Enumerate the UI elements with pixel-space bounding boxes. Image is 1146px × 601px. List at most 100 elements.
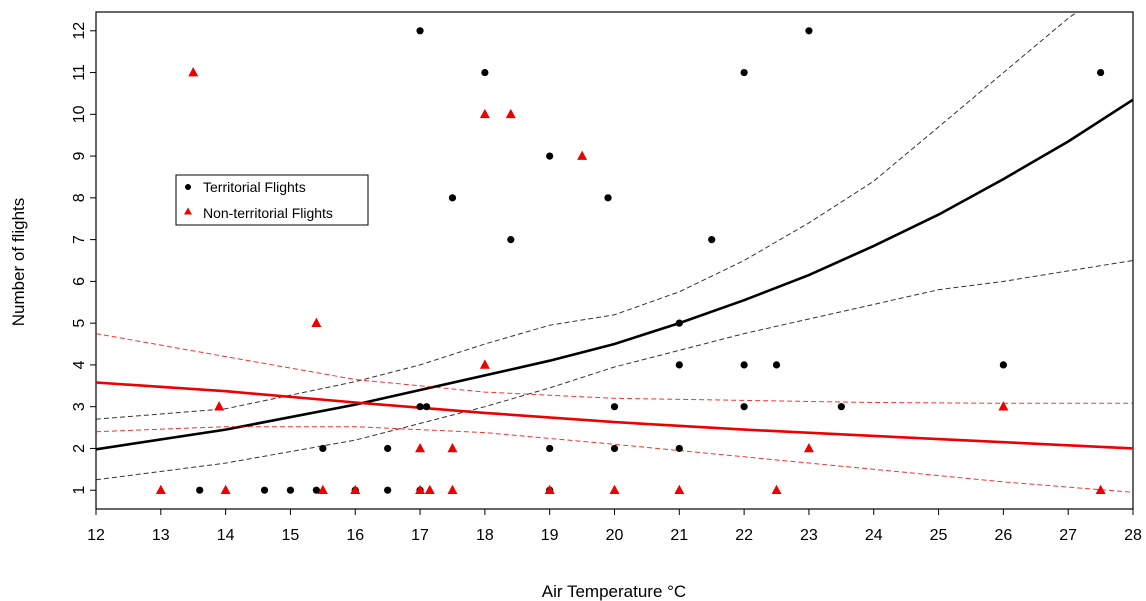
data-point-territorial (312, 486, 320, 494)
x-tick-label: 13 (152, 527, 170, 544)
legend-label-territorial: Territorial Flights (203, 179, 306, 195)
data-point-territorial (610, 444, 619, 453)
legend: Territorial Flights Non-territorial Flig… (175, 174, 369, 226)
data-point-territorial (1096, 68, 1105, 77)
x-tick-label: 23 (800, 527, 818, 544)
data-point-territorial (448, 194, 457, 202)
y-tick-label: 2 (71, 444, 88, 453)
data-point-territorial (507, 236, 515, 244)
x-tick-label: 19 (541, 527, 559, 544)
data-point-nonterritorial (1095, 484, 1106, 495)
legend-marker-territorial (185, 184, 191, 190)
x-tick-label: 21 (670, 527, 688, 544)
y-tick-label: 9 (71, 152, 88, 161)
data-point-nonterritorial (415, 484, 426, 495)
data-point-nonterritorial (609, 484, 620, 495)
x-tick-label: 28 (1124, 527, 1142, 544)
y-tick-label: 7 (71, 235, 88, 244)
y-tick-label: 11 (71, 64, 88, 81)
data-point-territorial (196, 486, 204, 494)
data-point-nonterritorial (544, 484, 555, 495)
data-point-nonterritorial (447, 442, 458, 453)
y-tick-label: 1 (71, 486, 88, 495)
y-tick-label: 6 (71, 277, 88, 286)
data-point-nonterritorial (577, 150, 588, 160)
x-tick-label: 20 (606, 527, 624, 544)
x-tick-label: 24 (865, 527, 883, 544)
ci-lower-line (96, 426, 1133, 493)
data-point-nonterritorial (479, 359, 490, 369)
y-tick-label: 4 (71, 360, 88, 369)
ci-upper-line (96, 333, 1133, 404)
data-point-territorial (260, 486, 269, 494)
data-point-territorial (772, 361, 781, 369)
data-point-territorial (384, 444, 392, 453)
x-tick-label: 16 (346, 527, 364, 544)
data-point-nonterritorial (415, 442, 426, 453)
x-tick-label: 27 (1059, 527, 1077, 544)
y-axis-title: Number of flights (9, 198, 28, 327)
data-point-nonterritorial (424, 484, 435, 495)
x-tick-label: 18 (476, 527, 494, 544)
data-point-territorial (610, 403, 619, 411)
ci-lower-line (96, 260, 1133, 481)
y-tick-label: 8 (71, 193, 88, 202)
data-point-territorial (546, 152, 554, 160)
data-point-territorial (740, 68, 748, 77)
data-point-territorial (999, 361, 1007, 369)
data-point-territorial (546, 444, 554, 453)
data-point-territorial (708, 236, 716, 244)
y-tick-label: 3 (71, 402, 88, 411)
data-point-nonterritorial (220, 484, 231, 495)
data-point-nonterritorial (317, 484, 328, 495)
y-tick-label: 12 (71, 22, 88, 40)
data-point-territorial (286, 486, 295, 494)
ci-upper-line (96, 12, 1078, 420)
data-point-territorial (675, 361, 683, 369)
data-point-nonterritorial (214, 401, 225, 411)
data-point-territorial (837, 403, 845, 411)
data-point-territorial (384, 486, 392, 494)
data-point-nonterritorial (505, 108, 516, 119)
legend-marker-nonterritorial (184, 207, 192, 215)
data-points (155, 27, 1106, 495)
data-point-territorial (805, 27, 813, 35)
x-tick-label: 22 (735, 527, 753, 544)
x-tick-label: 12 (87, 527, 105, 544)
plot-frame (95, 11, 1134, 510)
data-point-nonterritorial (771, 484, 782, 495)
data-point-nonterritorial (311, 317, 322, 327)
data-point-territorial (604, 194, 612, 202)
data-point-territorial (740, 403, 748, 411)
y-tick-label: 5 (71, 319, 88, 328)
fit-line (96, 98, 1133, 451)
data-point-nonterritorial (155, 484, 166, 495)
data-point-nonterritorial (674, 484, 685, 495)
data-point-territorial (319, 444, 327, 453)
fit-curves (96, 12, 1133, 493)
data-point-territorial (416, 27, 424, 35)
x-tick-label: 15 (282, 527, 300, 544)
x-tick-label: 26 (994, 527, 1012, 544)
fit-line (96, 381, 1133, 450)
data-point-territorial (416, 403, 424, 411)
legend-box (175, 174, 369, 226)
x-tick-label: 17 (411, 527, 429, 544)
legend-label-nonterritorial: Non-territorial Flights (203, 205, 333, 221)
data-point-territorial (675, 444, 683, 453)
data-point-nonterritorial (803, 442, 814, 453)
data-point-nonterritorial (188, 67, 199, 77)
data-point-nonterritorial (998, 401, 1009, 411)
data-point-nonterritorial (479, 108, 490, 119)
data-point-nonterritorial (350, 484, 361, 495)
data-point-nonterritorial (447, 484, 458, 495)
data-point-territorial (675, 319, 683, 327)
data-point-territorial (740, 361, 748, 369)
x-tick-label: 14 (217, 527, 235, 544)
data-point-territorial (422, 403, 431, 411)
x-axis-title: Air Temperature °C (542, 582, 686, 601)
data-point-territorial (481, 68, 489, 77)
x-axis: 12 13 14 15 16 17 18 19 20 21 22 23 24 25 26 27 28 (87, 509, 1142, 544)
